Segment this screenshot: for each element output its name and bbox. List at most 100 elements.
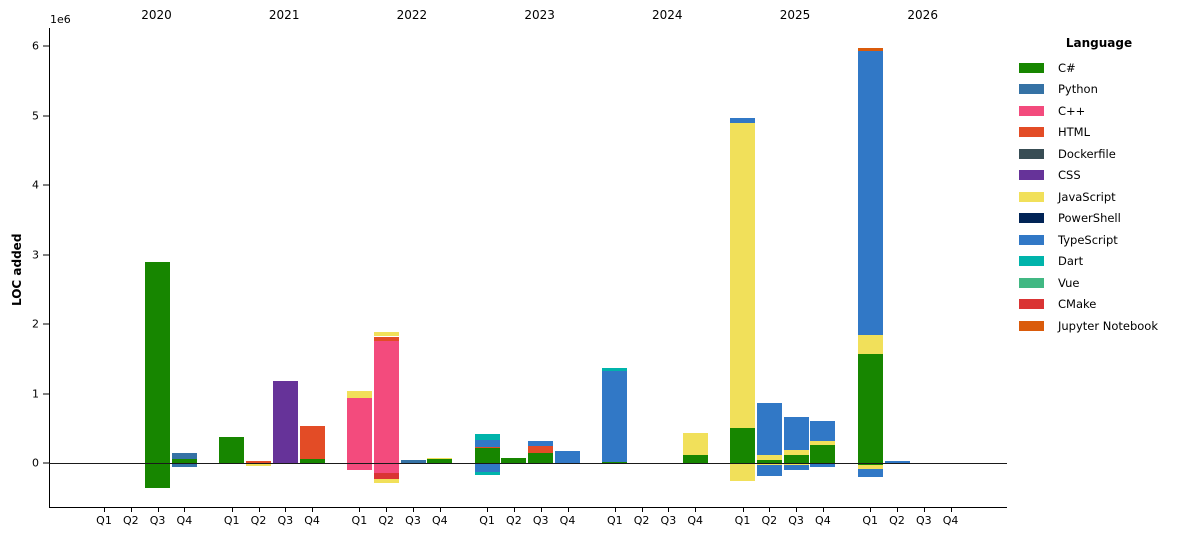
legend-label: Dart (1058, 254, 1084, 269)
bar-segment-neg-2023-Q1 (474, 472, 500, 476)
bar-segment-2023-Q1 (474, 446, 500, 448)
legend-label: C++ (1058, 103, 1086, 118)
legend-swatch-c- (1019, 105, 1044, 116)
x-tick-mark (567, 508, 569, 512)
x-tick-mark (513, 508, 515, 512)
legend-label: Dockerfile (1058, 146, 1116, 161)
x-tick-mark (184, 508, 186, 512)
x-tick-mark (258, 508, 260, 512)
year-label: 2024 (652, 8, 683, 22)
legend-label: HTML (1058, 125, 1091, 140)
quarter-tick-label: Q2 (761, 514, 778, 527)
bar-segment-2021-Q4 (299, 426, 325, 459)
quarter-tick-label: Q1 (606, 514, 623, 527)
bar-segment-2021-Q3 (272, 380, 298, 463)
bar-segment-2025-Q4 (810, 420, 836, 441)
quarter-tick-label: Q2 (250, 514, 267, 527)
quarter-tick-label: Q3 (660, 514, 677, 527)
bar-segment-neg-2022-Q2 (373, 478, 399, 483)
y-tick-mark (43, 323, 49, 325)
bar-segment-neg-2026-Q1 (857, 465, 883, 469)
legend-item: C# (1019, 57, 1189, 79)
bar-segment-neg-2026-Q1 (857, 464, 883, 466)
quarter-tick-label: Q2 (889, 514, 905, 527)
bar-segment-2026-Q1 (857, 50, 883, 336)
y-axis-spine (49, 28, 50, 508)
bar-segment-2023-Q1 (474, 433, 500, 440)
x-tick-mark (386, 508, 388, 512)
y-tick-mark (43, 115, 49, 116)
bar-segment-neg-2021-Q2 (246, 464, 271, 467)
legend-item: JavaScript (1019, 186, 1189, 208)
bar-segment-2026-Q1 (857, 353, 883, 463)
y-tick-label: 3 (32, 248, 39, 261)
bar-segment-2024-Q1 (602, 370, 628, 462)
bar-segment-2022-Q4 (427, 457, 453, 459)
bar-segment-2024-Q4 (682, 433, 708, 455)
legend-label: CMake (1058, 297, 1097, 312)
quarter-tick-label: Q3 (788, 514, 804, 527)
legend-items: C# Python C++ HTML Dockerfile CSS JavaScript Po… (1019, 57, 1189, 337)
bar-segment-2022-Q3 (400, 459, 426, 463)
x-tick-mark (695, 508, 697, 512)
bar-segment-2020-Q3 (145, 262, 171, 463)
quarter-tick-label: Q1 (223, 514, 240, 527)
quarter-tick-label: Q2 (378, 514, 395, 527)
x-tick-mark (742, 508, 744, 512)
zero-baseline (49, 463, 1007, 464)
year-label: 2023 (524, 8, 555, 22)
legend-swatch-cmake (1019, 299, 1044, 310)
bar-segment-neg-2025-Q4 (810, 464, 836, 468)
bar-segment-2025-Q3 (783, 449, 809, 455)
bar-segment-2025-Q2 (756, 402, 782, 455)
legend-swatch-c- (1019, 62, 1044, 73)
legend-swatch-css (1019, 170, 1044, 181)
legend-item: Vue (1019, 272, 1189, 294)
bar-segment-2023-Q3 (528, 441, 554, 447)
legend-swatch-dart (1019, 256, 1044, 267)
quarter-tick-label: Q2 (633, 514, 650, 527)
y-axis-offset-label: 1e6 (50, 13, 71, 26)
quarter-tick-label: Q4 (431, 514, 448, 527)
x-tick-mark (312, 508, 314, 512)
bar-segment-neg-2020-Q4 (171, 464, 197, 468)
x-tick-mark (231, 508, 233, 512)
x-tick-mark (822, 508, 824, 512)
quarter-tick-label: Q3 (915, 514, 932, 527)
x-tick-mark (157, 508, 159, 512)
bar-segment-2025-Q4 (810, 444, 836, 463)
x-tick-mark (285, 508, 287, 512)
y-tick-mark (43, 184, 49, 186)
x-tick-mark (870, 508, 872, 512)
bar-segment-2024-Q4 (682, 454, 708, 463)
year-label: 2025 (779, 8, 811, 22)
x-tick-mark (104, 508, 105, 512)
bar-segment-2022-Q1 (346, 390, 372, 399)
legend-item: PowerShell (1019, 208, 1189, 230)
x-tick-mark (668, 508, 670, 512)
legend-item: HTML (1019, 122, 1189, 144)
legend-label: CSS (1058, 168, 1081, 183)
x-tick-mark (897, 508, 898, 512)
x-tick-mark (130, 508, 132, 512)
year-label: 2021 (268, 8, 300, 22)
legend-item: Dart (1019, 251, 1189, 273)
legend-label: Python (1058, 82, 1098, 97)
x-tick-mark (641, 508, 643, 512)
y-tick-mark (43, 45, 49, 47)
y-tick-label: 6 (32, 39, 39, 53)
bar-segment-2023-Q4 (555, 451, 580, 463)
y-tick-label: 1 (32, 387, 39, 400)
legend-label: Vue (1058, 275, 1080, 290)
bar-segment-2025-Q3 (783, 454, 809, 463)
legend-swatch-vue (1019, 277, 1044, 288)
x-tick-mark (769, 508, 771, 512)
x-axis-spine (49, 507, 1007, 508)
bar-segment-neg-2022-Q2 (373, 464, 399, 473)
quarter-tick-label: Q1 (479, 514, 495, 527)
x-tick-mark (439, 508, 441, 512)
quarter-tick-label: Q3 (532, 514, 549, 527)
x-tick-mark (923, 508, 925, 512)
legend-swatch-jupyter-notebook (1019, 320, 1044, 331)
y-tick-label: 5 (32, 109, 39, 122)
